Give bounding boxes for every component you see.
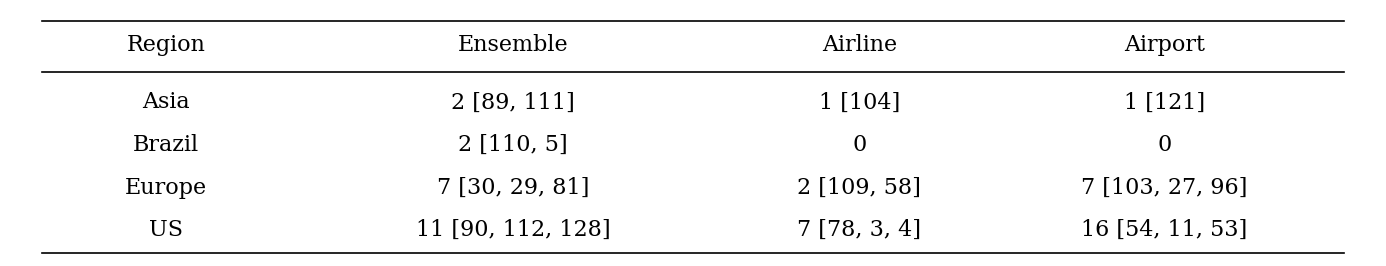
Text: 0: 0 (852, 134, 866, 156)
Text: 0: 0 (1157, 134, 1171, 156)
Text: Airport: Airport (1124, 34, 1204, 56)
Text: 16 [54, 11, 53]: 16 [54, 11, 53] (1081, 219, 1247, 241)
Text: 7 [78, 3, 4]: 7 [78, 3, 4] (797, 219, 922, 241)
Text: 1 [104]: 1 [104] (819, 92, 900, 113)
Text: Europe: Europe (125, 177, 208, 198)
Text: 2 [110, 5]: 2 [110, 5] (457, 134, 568, 156)
Text: 7 [103, 27, 96]: 7 [103, 27, 96] (1081, 177, 1247, 198)
Text: Ensemble: Ensemble (457, 34, 568, 56)
Text: 11 [90, 112, 128]: 11 [90, 112, 128] (416, 219, 610, 241)
Text: Brazil: Brazil (133, 134, 200, 156)
Text: Airline: Airline (822, 34, 897, 56)
Text: Region: Region (128, 34, 205, 56)
Text: 7 [30, 29, 81]: 7 [30, 29, 81] (437, 177, 589, 198)
Text: US: US (150, 219, 183, 241)
Text: 2 [109, 58]: 2 [109, 58] (797, 177, 922, 198)
Text: Asia: Asia (143, 92, 190, 113)
Text: 2 [89, 111]: 2 [89, 111] (450, 92, 575, 113)
Text: 1 [121]: 1 [121] (1124, 92, 1204, 113)
